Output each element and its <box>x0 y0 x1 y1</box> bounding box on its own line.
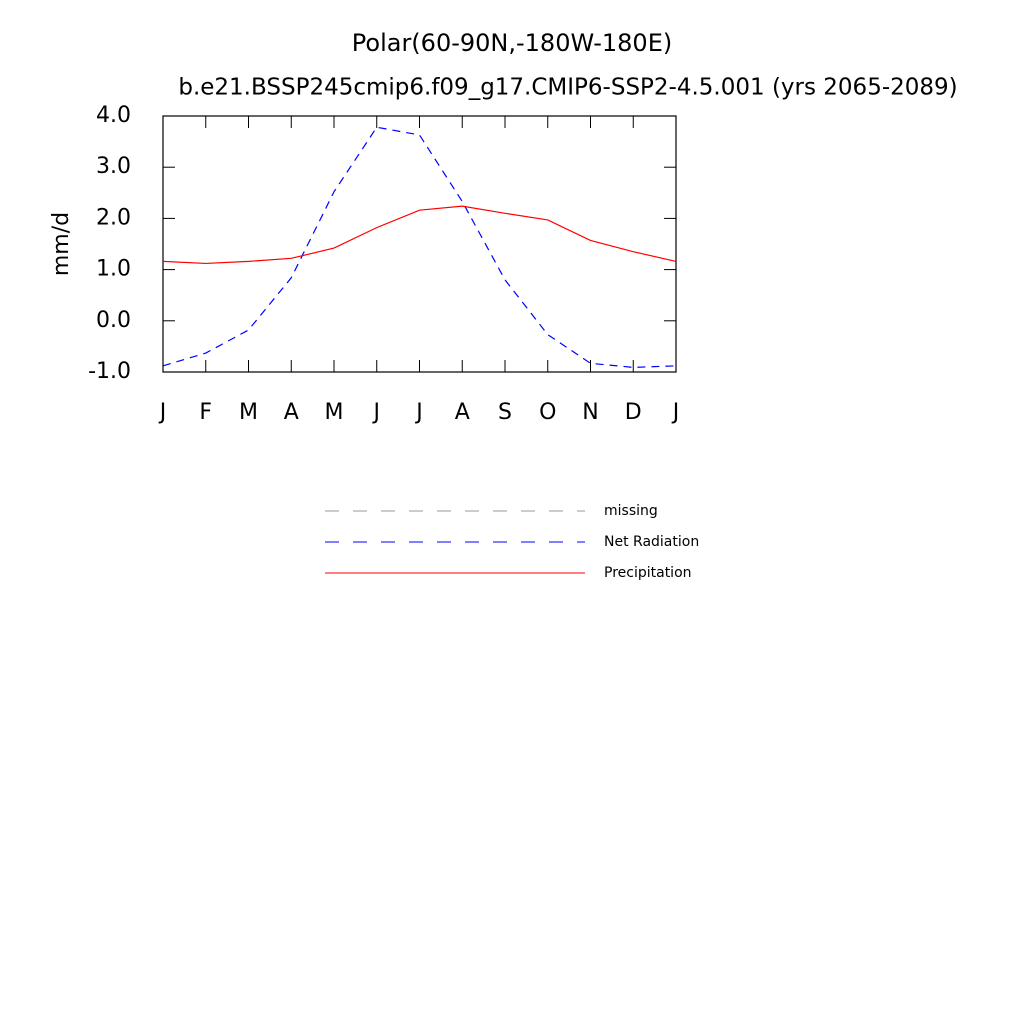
x-tick-label: A <box>455 400 470 425</box>
y-tick-label: 3.0 <box>96 154 131 179</box>
x-tick-label: F <box>199 400 212 425</box>
x-tick-label: J <box>158 400 167 425</box>
y-tick-label: 2.0 <box>96 205 131 230</box>
x-tick-label: N <box>582 400 598 425</box>
x-tick-label: M <box>239 400 258 425</box>
x-tick-label: J <box>671 400 680 425</box>
y-tick-label: 0.0 <box>96 308 131 333</box>
legend-label: Precipitation <box>604 565 692 581</box>
x-tick-label: J <box>372 400 381 425</box>
y-tick-label: -1.0 <box>88 359 131 384</box>
x-tick-label: O <box>539 400 556 425</box>
x-tick-label: A <box>284 400 299 425</box>
y-tick-label: 4.0 <box>96 103 131 128</box>
legend-label: missing <box>604 503 658 519</box>
plot-frame <box>162 115 677 373</box>
x-tick-label: S <box>498 400 512 425</box>
x-tick-label: J <box>414 400 423 425</box>
chart-title: Polar(60-90N,-180W-180E) <box>352 29 672 57</box>
series-line <box>162 126 677 368</box>
y-axis-label: mm/d <box>49 212 74 276</box>
x-tick-label: M <box>325 400 344 425</box>
y-tick-label: 1.0 <box>96 257 131 282</box>
x-tick-label: D <box>625 400 642 425</box>
chart-subtitle: b.e21.BSSP245cmip6.f09_g17.CMIP6-SSP2-4.… <box>178 75 957 101</box>
legend-label: Net Radiation <box>604 534 699 550</box>
series-line <box>162 205 677 265</box>
